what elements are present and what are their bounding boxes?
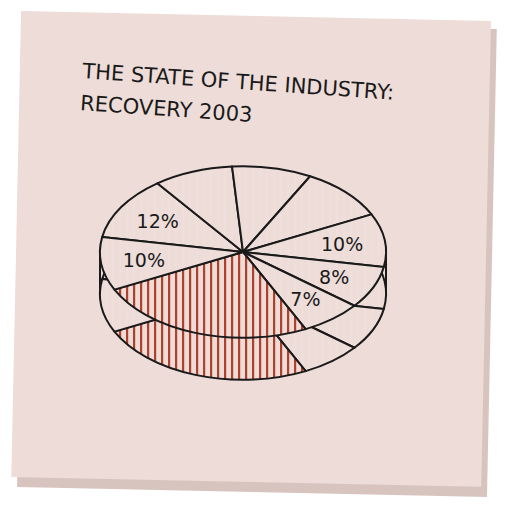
note bbox=[11, 11, 491, 487]
data-labels: 12% 10% 8%7% 10% bbox=[123, 210, 363, 310]
data-label: 8% bbox=[319, 266, 349, 288]
chart: THE STATE OF THE INDUSTRY:RECOVERY 2003 1… bbox=[0, 0, 507, 511]
data-label: 10% bbox=[123, 249, 165, 271]
pie-top bbox=[100, 166, 386, 338]
data-label: 12% bbox=[137, 210, 179, 232]
title-line: RECOVERY 2003 bbox=[79, 91, 253, 127]
data-label: 7% bbox=[290, 288, 320, 310]
data-label: 10% bbox=[321, 233, 363, 255]
plot bbox=[100, 166, 386, 380]
title: THE STATE OF THE INDUSTRY:RECOVERY 2003 bbox=[78, 59, 395, 137]
slice bbox=[100, 237, 243, 290]
